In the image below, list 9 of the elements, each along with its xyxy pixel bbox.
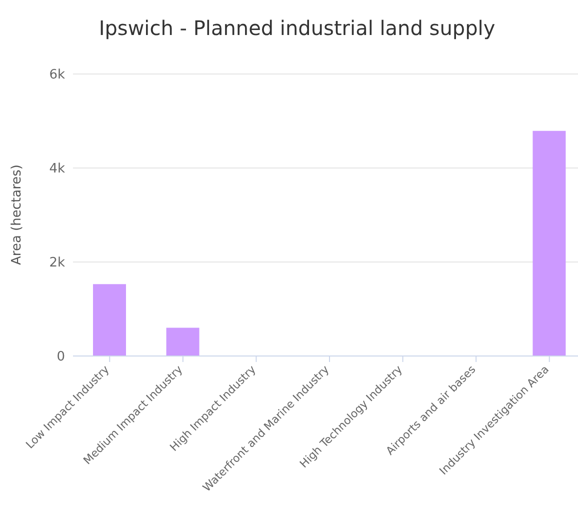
- bar: [532, 130, 566, 356]
- y-tick-label: 0: [56, 350, 65, 365]
- y-tick-label: 4k: [49, 162, 66, 177]
- y-tick-label: 6k: [49, 68, 66, 83]
- y-axis-title: Area (hectares): [10, 164, 25, 265]
- chart-title: Ipswich - Planned industrial land supply: [98, 16, 496, 40]
- y-tick-label: 2k: [49, 256, 66, 271]
- bar: [93, 284, 126, 356]
- bar: [166, 328, 200, 356]
